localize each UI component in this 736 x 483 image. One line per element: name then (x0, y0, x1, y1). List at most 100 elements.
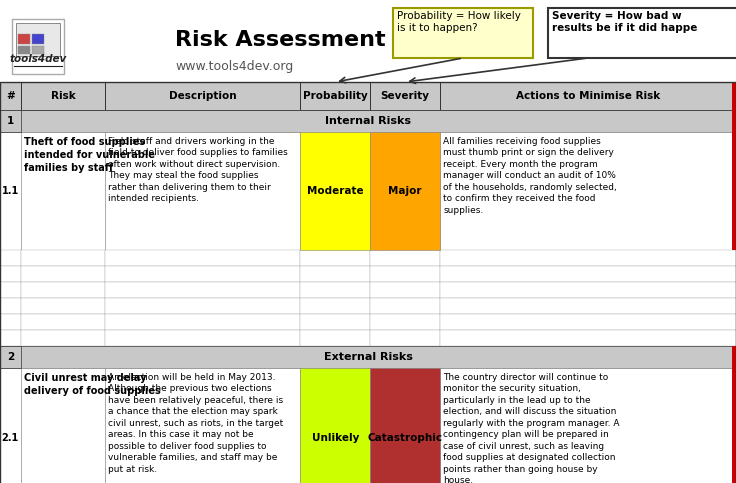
Bar (370, 330, 440, 346)
Bar (300, 298, 370, 314)
Bar (12, 19, 64, 74)
Bar (440, 314, 736, 330)
Bar (21, 298, 105, 314)
Bar (0, 250, 21, 266)
Bar (21, 266, 105, 282)
Bar (0, 0, 736, 82)
Bar (0, 82, 21, 110)
Bar (18, 34, 30, 44)
Bar (370, 282, 440, 298)
Bar (440, 330, 736, 346)
Bar (440, 250, 736, 266)
Text: Probability: Probability (303, 91, 367, 101)
Bar (105, 282, 300, 298)
Bar (21, 314, 105, 330)
Bar (0, 368, 21, 483)
Bar (0, 110, 21, 132)
Bar (105, 132, 300, 250)
Bar (440, 368, 736, 483)
Bar (0, 330, 21, 346)
Bar (16, 23, 60, 56)
Bar (21, 250, 105, 266)
Text: #: # (6, 91, 15, 101)
Bar (548, 8, 736, 58)
Bar (300, 132, 370, 250)
Bar (370, 82, 440, 110)
Text: Risk: Risk (51, 91, 75, 101)
Bar (370, 368, 440, 483)
Text: Description: Description (169, 91, 236, 101)
Bar (18, 46, 30, 54)
Bar (370, 132, 440, 250)
Bar (732, 82, 736, 110)
Bar (0, 266, 21, 282)
Bar (0, 132, 21, 250)
Bar (0, 346, 21, 368)
Bar (300, 250, 370, 266)
Bar (0, 110, 736, 132)
Bar (300, 368, 370, 483)
Text: 1.1: 1.1 (1, 186, 19, 196)
Bar (0, 298, 21, 314)
Text: Probability = How likely
is it to happen?: Probability = How likely is it to happen… (397, 11, 521, 32)
Bar (393, 8, 533, 58)
Text: The country director will continue to
monitor the security situation,
particular: The country director will continue to mo… (443, 373, 620, 483)
Text: External Risks: External Risks (324, 352, 412, 362)
Bar (370, 314, 440, 330)
Bar (21, 282, 105, 298)
Bar (732, 110, 736, 132)
Bar (440, 82, 736, 110)
Text: Field staff and drivers working in the
field to deliver food supplies to familie: Field staff and drivers working in the f… (108, 137, 288, 203)
Bar (105, 82, 300, 110)
Bar (300, 314, 370, 330)
Text: An election will be held in May 2013.
Although the previous two elections
have b: An election will be held in May 2013. Al… (108, 373, 283, 474)
Text: 1: 1 (7, 116, 14, 126)
Bar (300, 132, 370, 250)
Text: 2.1: 2.1 (1, 433, 19, 443)
Bar (105, 330, 300, 346)
Bar (732, 368, 736, 483)
Bar (105, 266, 300, 282)
Bar (732, 346, 736, 368)
Bar (732, 132, 736, 250)
Bar (0, 314, 21, 330)
Bar (300, 368, 370, 483)
Text: Theft of food supplies
intended for vulnerable
families by staff: Theft of food supplies intended for vuln… (24, 137, 155, 173)
Text: www.tools4dev.org: www.tools4dev.org (175, 60, 293, 73)
Bar (370, 266, 440, 282)
Bar (32, 46, 44, 54)
Text: Internal Risks: Internal Risks (325, 116, 411, 126)
Bar (440, 298, 736, 314)
Bar (21, 330, 105, 346)
Bar (440, 282, 736, 298)
Bar (300, 266, 370, 282)
Bar (0, 82, 736, 483)
Text: Moderate: Moderate (307, 186, 364, 196)
Text: tools4dev: tools4dev (10, 54, 67, 64)
Bar (32, 34, 44, 44)
Text: Major: Major (389, 186, 422, 196)
Bar (21, 82, 105, 110)
Bar (105, 314, 300, 330)
Bar (440, 266, 736, 282)
Text: Unlikely: Unlikely (311, 433, 359, 443)
Bar (21, 368, 105, 483)
Bar (300, 282, 370, 298)
Bar (440, 132, 736, 250)
Bar (370, 132, 440, 250)
Text: Severity: Severity (381, 91, 430, 101)
Bar (370, 298, 440, 314)
Bar (105, 368, 300, 483)
Bar (300, 82, 370, 110)
Text: Actions to Minimise Risk: Actions to Minimise Risk (516, 91, 660, 101)
Bar (105, 298, 300, 314)
Text: Civil unrest may delay
delivery of food supplies: Civil unrest may delay delivery of food … (24, 373, 160, 396)
Text: Severity = How bad w
results be if it did happe: Severity = How bad w results be if it di… (552, 11, 698, 32)
Bar (105, 250, 300, 266)
Text: Catastrophic: Catastrophic (367, 433, 443, 443)
Bar (21, 132, 105, 250)
Bar (0, 282, 21, 298)
Text: All families receiving food supplies
must thumb print or sign the delivery
recei: All families receiving food supplies mus… (443, 137, 617, 215)
Text: 2: 2 (7, 352, 14, 362)
Text: Risk Assessment Template: Risk Assessment Template (175, 30, 509, 50)
